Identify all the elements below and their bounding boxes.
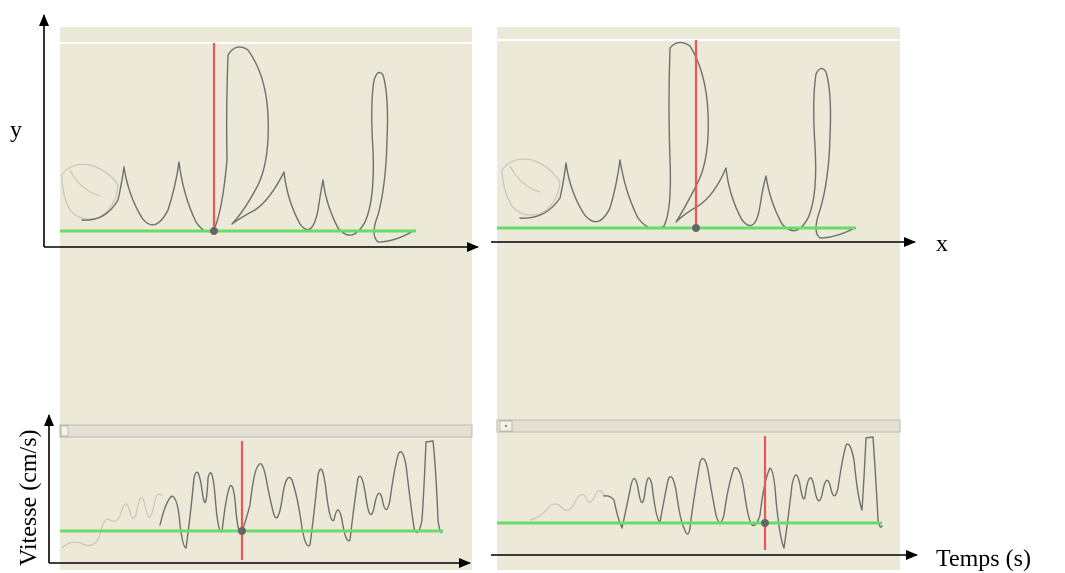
velocity-panel-left — [59, 424, 473, 560]
ghost-stroke — [61, 163, 119, 220]
horizontal-scrollbar[interactable] — [59, 424, 473, 438]
time-axis-label: Temps (s) — [936, 546, 1031, 572]
handwriting-trajectory — [519, 41, 856, 239]
velocity-axis-label: Vitesse (cm/s) — [16, 429, 42, 566]
cursor-marker — [761, 519, 769, 527]
cursor-marker — [210, 227, 218, 235]
velocity-curve — [603, 436, 883, 549]
trajectory-panel-left — [60, 42, 472, 243]
ghost-velocity — [61, 493, 163, 549]
left-panel-background — [60, 27, 472, 570]
cursor-marker — [238, 527, 246, 535]
trajectory-panel-right — [497, 39, 900, 239]
velocity-panel-right — [496, 419, 901, 550]
scrollbar-thumb[interactable] — [60, 425, 69, 437]
axes — [39, 14, 918, 568]
right-panel-background — [497, 27, 900, 570]
y-axis-label: y — [10, 117, 22, 143]
cursor-marker — [692, 224, 700, 232]
ghost-stroke — [501, 158, 561, 216]
x-axis-label: x — [936, 231, 948, 257]
horizontal-scrollbar[interactable] — [496, 419, 901, 433]
handwriting-trajectory — [81, 46, 416, 243]
ghost-velocity — [529, 489, 605, 521]
scrollbar-grip — [504, 424, 508, 428]
